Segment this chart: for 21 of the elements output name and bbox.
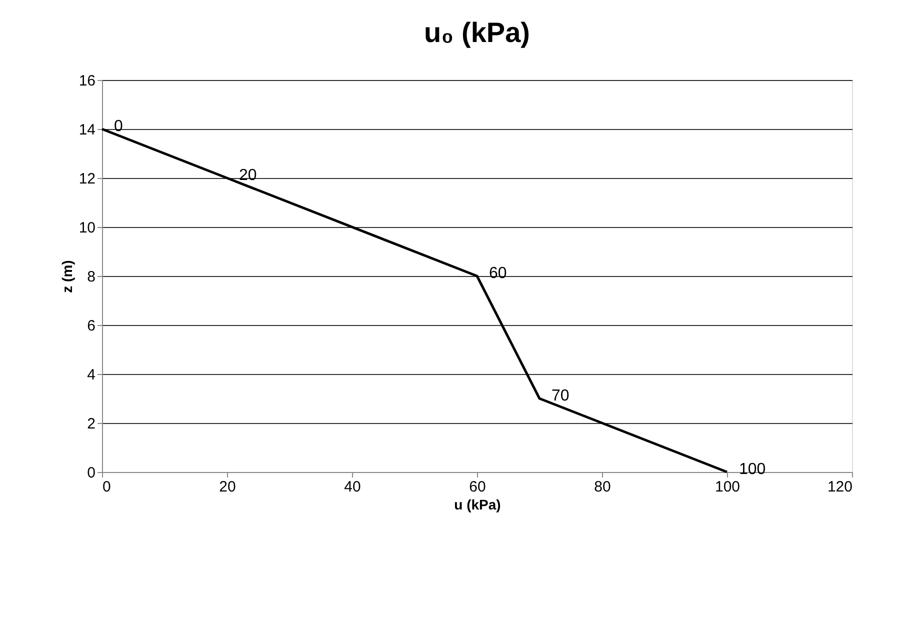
chart-title: u₀ (kPa): [424, 17, 530, 48]
y-tick-label: 4: [87, 366, 96, 384]
x-tick-label: 20: [219, 478, 236, 496]
y-tick-label: 10: [78, 220, 96, 236]
x-tick-label: 60: [469, 478, 486, 496]
y-axis-title: z (m): [58, 260, 75, 293]
y-tick-label: 6: [87, 318, 96, 334]
x-tick-label: 40: [344, 478, 361, 496]
y-tick-label: 8: [87, 268, 96, 286]
x-tick-label: 120: [827, 478, 852, 496]
x-tick-label: 0: [102, 478, 111, 496]
y-tick-label: 14: [78, 122, 96, 138]
y-tick-label: 0: [87, 464, 96, 482]
x-tick-label: 100: [714, 478, 740, 496]
annotation: 70: [552, 388, 570, 404]
annotation: 100: [739, 461, 766, 478]
y-tick-label: 2: [87, 416, 96, 432]
x-tick-label: 80: [594, 478, 611, 496]
y-tick-label: 12: [78, 170, 96, 188]
y-tick-label: 16: [78, 72, 96, 90]
x-axis-title: u (kPa): [454, 496, 501, 512]
